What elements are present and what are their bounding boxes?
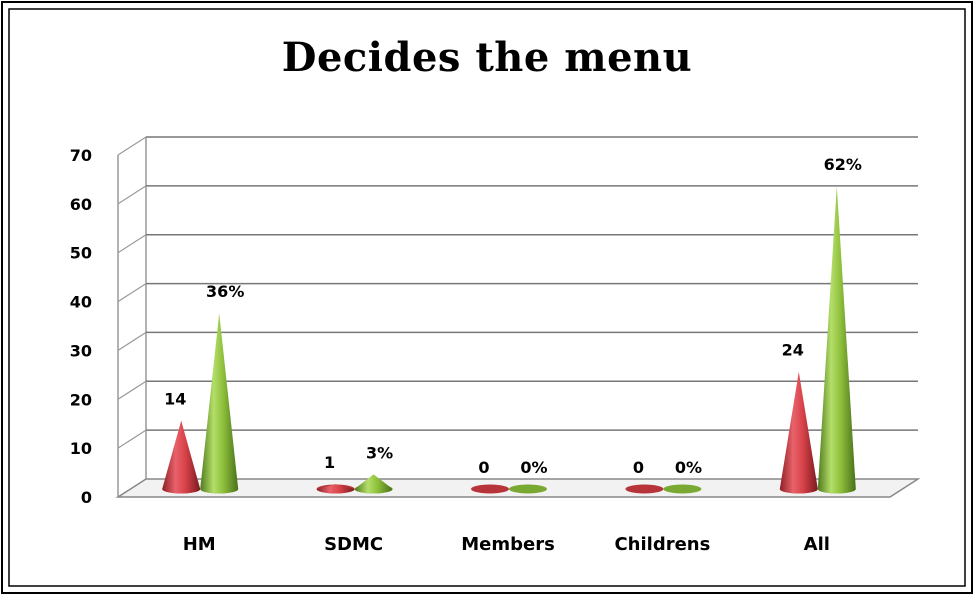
cone-bar xyxy=(162,420,201,494)
cone-bar xyxy=(509,484,547,494)
gridline-diag xyxy=(117,283,147,303)
gridline-diag xyxy=(117,136,147,156)
cone-bar xyxy=(817,186,856,494)
chart-title: Decides the menu xyxy=(281,34,693,81)
cone-base xyxy=(625,484,664,494)
cone-body xyxy=(779,371,818,494)
cone-bar xyxy=(200,313,239,494)
y-tick-label: 20 xyxy=(70,390,92,409)
y-tick-label: 70 xyxy=(70,146,92,165)
x-category-label: Childrens xyxy=(614,534,710,555)
y-tick-label: 30 xyxy=(70,341,92,360)
cone-bar xyxy=(663,484,702,494)
cone-base xyxy=(509,484,547,494)
cone-bar xyxy=(316,484,355,494)
cone-body xyxy=(200,313,239,494)
data-label: 0% xyxy=(675,458,702,477)
cone-bar xyxy=(354,474,393,494)
gridline-diag xyxy=(117,380,147,400)
data-label: 0% xyxy=(520,458,547,477)
gridline-diag xyxy=(117,429,147,449)
gridline-diag xyxy=(117,331,147,351)
cone-body xyxy=(162,420,201,494)
cone-body xyxy=(817,186,856,494)
cone-body xyxy=(354,474,393,494)
cone-bar xyxy=(779,371,818,494)
data-label: 24 xyxy=(782,341,804,360)
cone-base xyxy=(663,484,702,494)
data-label: 0 xyxy=(633,458,644,477)
y-tick-label: 40 xyxy=(70,293,92,312)
data-label: 0 xyxy=(478,458,489,477)
gridline-diag xyxy=(117,185,147,205)
data-label: 1 xyxy=(324,453,335,472)
data-label: 62% xyxy=(824,155,862,174)
y-tick-label: 0 xyxy=(81,488,92,507)
data-label: 14 xyxy=(164,390,186,409)
gridline-diag xyxy=(117,234,147,254)
y-tick-label: 60 xyxy=(70,195,92,214)
x-category-label: Members xyxy=(461,534,555,555)
cone-base xyxy=(471,484,509,494)
y-tick-label: 10 xyxy=(70,439,92,458)
cone-bar xyxy=(625,484,664,494)
data-label: 36% xyxy=(206,282,244,301)
x-category-label: HM xyxy=(183,534,216,555)
x-category-label: SDMC xyxy=(324,534,383,555)
data-label: 3% xyxy=(366,443,393,462)
x-category-label: All xyxy=(804,534,830,555)
cone-bar xyxy=(471,484,509,494)
y-tick-label: 50 xyxy=(70,244,92,263)
inner-border xyxy=(8,8,966,587)
cone-body xyxy=(316,484,355,494)
